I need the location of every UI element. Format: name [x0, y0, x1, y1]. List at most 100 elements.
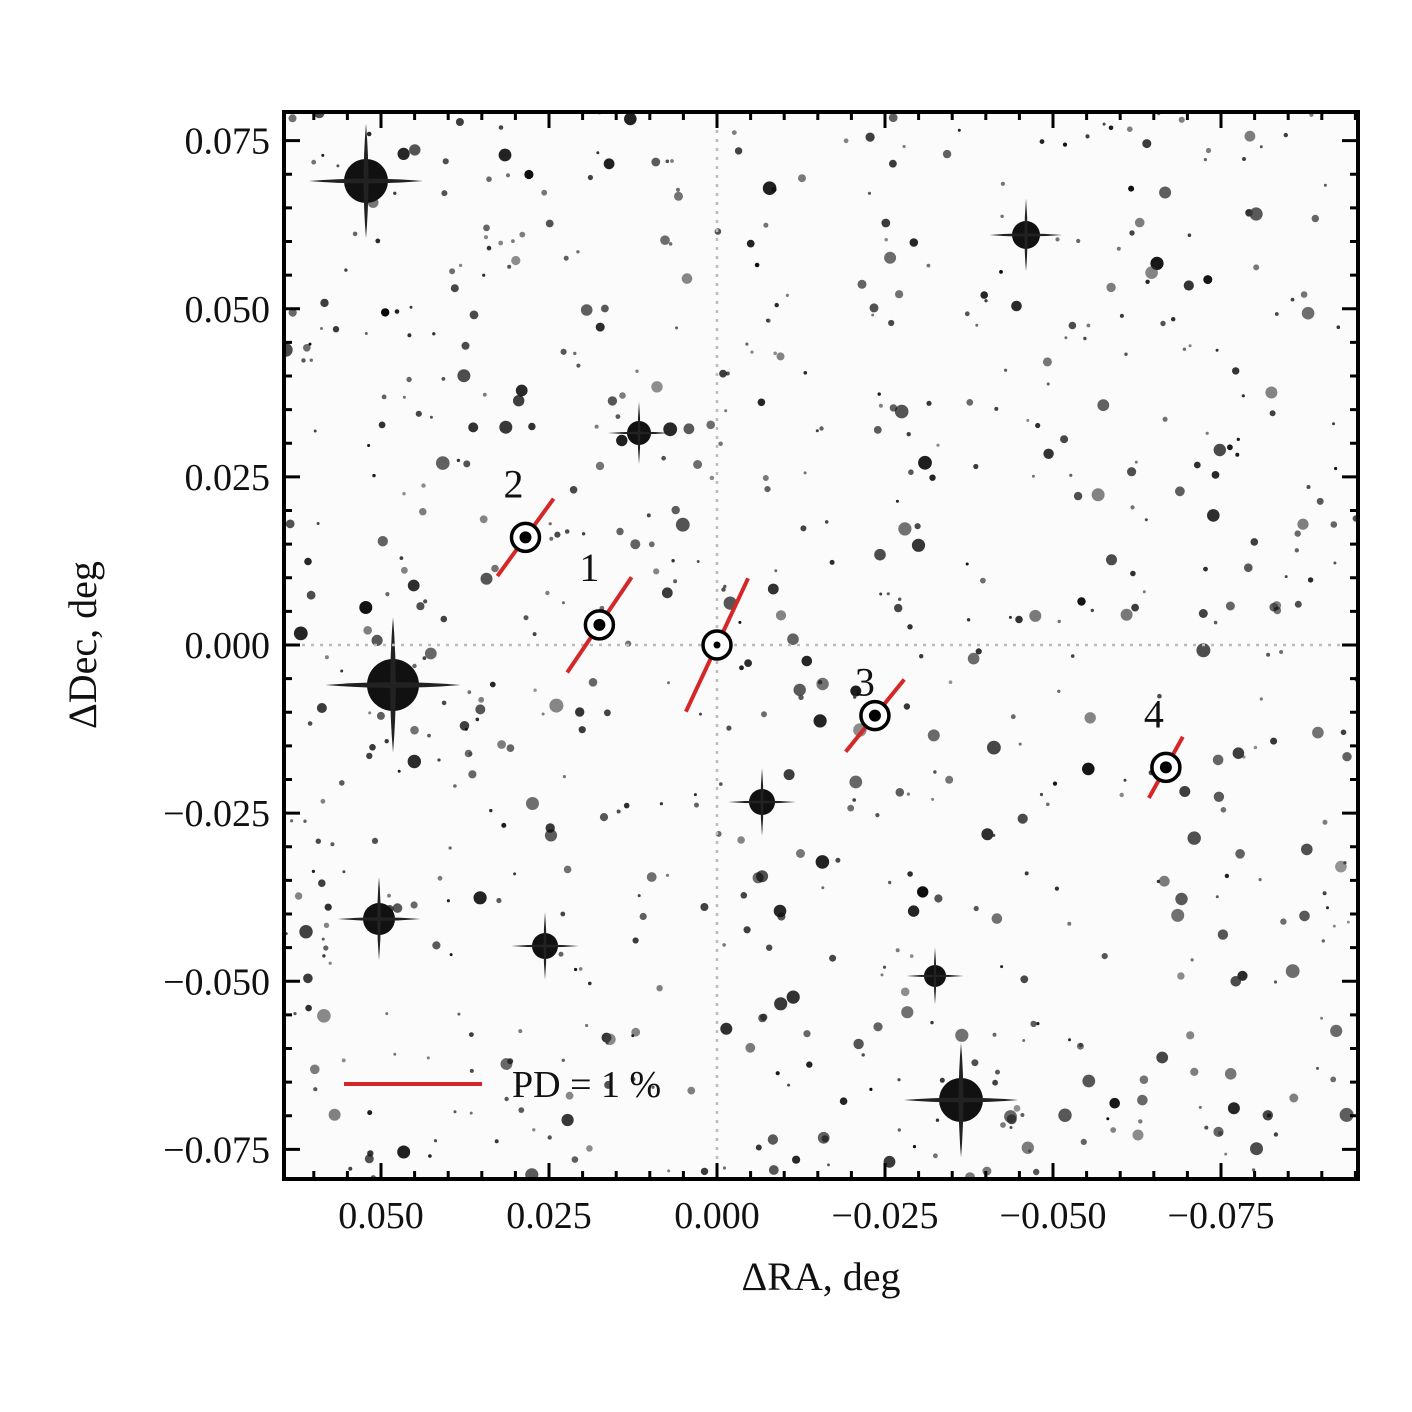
field-star	[1333, 561, 1337, 565]
field-star	[1235, 849, 1245, 859]
field-star	[927, 729, 940, 742]
field-star	[1232, 367, 1240, 375]
field-star	[725, 371, 730, 376]
field-star	[895, 290, 904, 299]
field-star	[603, 158, 615, 170]
field-star	[740, 892, 748, 899]
field-star	[607, 396, 618, 406]
field-star	[1162, 416, 1168, 422]
field-star	[1062, 142, 1068, 147]
field-star	[646, 513, 651, 518]
field-star	[303, 819, 307, 823]
field-star	[1251, 1168, 1256, 1172]
field-star	[755, 1144, 762, 1151]
field-star	[410, 901, 418, 909]
field-star	[793, 683, 806, 697]
field-star	[316, 522, 320, 525]
field-star	[1171, 908, 1185, 922]
field-star	[306, 590, 316, 600]
field-star	[1207, 509, 1220, 522]
diffraction-spike	[377, 877, 381, 961]
field-star	[304, 557, 312, 566]
field-star	[574, 967, 578, 972]
field-star	[441, 377, 446, 381]
field-star	[894, 404, 909, 419]
x-tick-label: 0.050	[338, 1195, 424, 1237]
field-star	[792, 1155, 801, 1164]
field-star	[884, 251, 897, 264]
field-star	[478, 696, 485, 703]
field-star	[973, 905, 979, 912]
field-star	[498, 148, 512, 162]
field-star	[1082, 762, 1095, 776]
target-markers	[509, 521, 1182, 784]
field-star	[1320, 1016, 1324, 1020]
field-star	[299, 925, 313, 939]
field-star	[469, 310, 479, 320]
field-star	[288, 308, 297, 317]
field-star	[385, 1012, 389, 1016]
field-star	[1213, 443, 1227, 457]
field-star	[1183, 280, 1194, 291]
field-star	[545, 219, 554, 228]
field-star	[907, 871, 913, 877]
field-star	[1253, 745, 1258, 750]
field-star	[771, 187, 777, 193]
field-star	[1134, 217, 1145, 228]
field-star	[884, 238, 888, 242]
field-star	[1134, 460, 1138, 464]
field-star	[933, 770, 937, 774]
field-star	[1284, 575, 1288, 579]
field-star	[441, 190, 448, 197]
field-star	[330, 842, 335, 847]
field-star	[313, 1087, 318, 1092]
field-star	[898, 522, 912, 536]
field-star	[630, 539, 641, 550]
y-tick-label: −0.050	[163, 961, 270, 1003]
field-star	[1046, 802, 1050, 807]
field-star	[464, 749, 473, 758]
field-star	[897, 1128, 901, 1132]
field-star	[616, 809, 621, 814]
field-star	[366, 131, 372, 137]
field-star	[1322, 819, 1328, 825]
field-star	[605, 1041, 609, 1045]
field-star	[316, 703, 327, 713]
field-star	[1323, 183, 1327, 187]
field-star	[384, 739, 389, 744]
field-star	[744, 659, 752, 667]
field-star	[378, 421, 386, 429]
field-star	[767, 583, 779, 595]
field-star	[1218, 1131, 1223, 1136]
field-star	[511, 255, 521, 266]
field-star	[1190, 1067, 1199, 1076]
field-star	[1290, 297, 1295, 302]
field-star	[507, 264, 512, 269]
field-star	[449, 953, 453, 957]
field-star	[320, 298, 329, 308]
field-star	[694, 802, 699, 808]
field-star	[336, 164, 340, 168]
field-star	[458, 263, 463, 268]
field-star	[1249, 207, 1263, 221]
field-star	[596, 151, 600, 155]
field-star	[813, 714, 827, 728]
field-star	[1116, 246, 1121, 251]
field-star	[1108, 125, 1114, 131]
field-star	[565, 1091, 574, 1100]
field-star	[548, 522, 552, 526]
field-star	[1010, 714, 1016, 720]
field-star	[1060, 435, 1069, 444]
target-label: 1	[579, 545, 599, 590]
field-star	[1015, 615, 1023, 624]
field-star	[675, 187, 681, 192]
field-star	[457, 1012, 461, 1016]
field-star	[1196, 643, 1211, 658]
field-star	[773, 904, 787, 918]
field-star	[1090, 608, 1095, 613]
diffraction-spike	[390, 617, 396, 753]
field-star	[401, 566, 408, 574]
field-star	[1212, 754, 1224, 766]
field-star	[746, 239, 755, 248]
